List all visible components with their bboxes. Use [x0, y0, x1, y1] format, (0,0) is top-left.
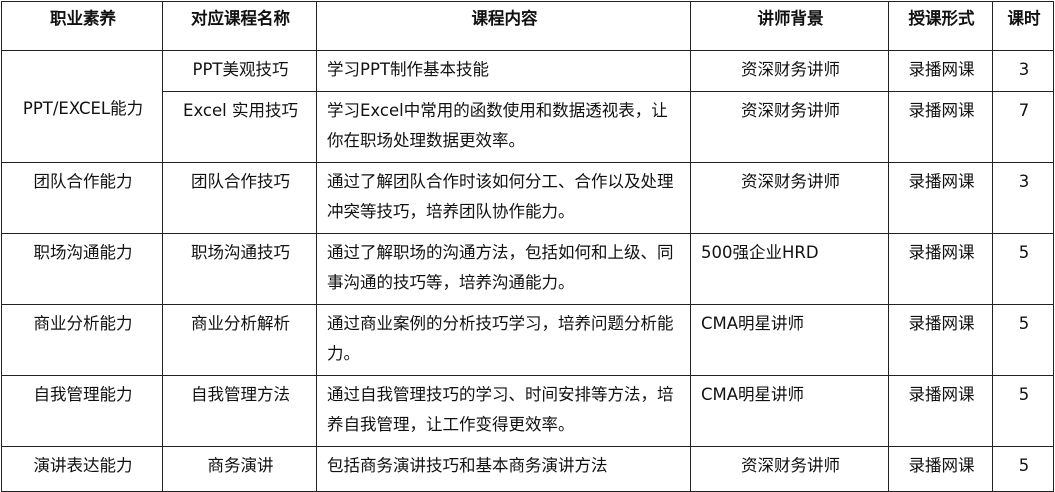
format-cell: 录播网课 [888, 304, 993, 376]
table-row: 商业分析能力 商业分析解析 通过商业案例的分析技巧学习，培养问题分析能力。 CM… [1, 304, 1054, 376]
header-course: 对应课程名称 [162, 1, 317, 51]
course-cell: 职场沟通技巧 [162, 233, 317, 305]
competency-cell: 演讲表达能力 [1, 446, 163, 492]
hours-cell: 5 [992, 446, 1054, 492]
course-cell: 商业分析解析 [162, 304, 317, 376]
header-format: 授课形式 [888, 1, 993, 51]
hours-cell: 3 [992, 162, 1054, 234]
content-cell: 通过了解职场的沟通方法，包括如何和上级、同事沟通的技巧等，培养沟通能力。 [316, 233, 691, 305]
instructor-cell: 资深财务讲师 [690, 446, 889, 492]
course-cell: Excel 实用技巧 [162, 91, 317, 163]
course-cell: PPT美观技巧 [162, 50, 317, 92]
hours-cell: 3 [992, 50, 1054, 92]
format-cell: 录播网课 [888, 233, 993, 305]
course-cell: 团队合作技巧 [162, 162, 317, 234]
table-row: Excel 实用技巧 学习Excel中常用的函数使用和数据透视表，让你在职场处理… [2, 91, 1054, 163]
header-hours: 课时 [992, 1, 1054, 51]
hours-cell: 5 [992, 375, 1054, 447]
table-header-row: 职业素养 对应课程名称 课程内容 讲师背景 授课形式 课时 [1, 1, 1054, 51]
instructor-cell: CMA明星讲师 [690, 304, 889, 376]
instructor-cell: 资深财务讲师 [690, 162, 889, 234]
hours-cell: 7 [992, 91, 1054, 163]
format-cell: 录播网课 [888, 162, 993, 234]
competency-cell: 自我管理能力 [1, 375, 163, 447]
competency-cell: 商业分析能力 [1, 304, 163, 376]
table-row: 演讲表达能力 商务演讲 包括商务演讲技巧和基本商务演讲方法 资深财务讲师 录播网… [1, 446, 1054, 492]
content-cell: 通过商业案例的分析技巧学习，培养问题分析能力。 [316, 304, 691, 376]
content-cell: 通过了解团队合作时该如何分工、合作以及处理冲突等技巧，培养团队协作能力。 [316, 162, 691, 234]
format-cell: 录播网课 [888, 375, 993, 447]
header-content: 课程内容 [316, 1, 691, 51]
hours-cell: 5 [992, 233, 1054, 305]
header-competency: 职业素养 [1, 1, 163, 51]
course-cell: 自我管理方法 [162, 375, 317, 447]
content-cell: 包括商务演讲技巧和基本商务演讲方法 [316, 446, 691, 492]
content-cell: 学习Excel中常用的函数使用和数据透视表，让你在职场处理数据更效率。 [316, 91, 691, 163]
course-cell: 商务演讲 [162, 446, 317, 492]
format-cell: 录播网课 [888, 446, 993, 492]
hours-cell: 5 [992, 304, 1054, 376]
competency-cell: 职场沟通能力 [1, 233, 163, 305]
content-cell: 学习PPT制作基本技能 [316, 50, 691, 92]
competency-cell: PPT/EXCEL能力 [1, 50, 163, 163]
header-instructor: 讲师背景 [690, 1, 889, 51]
instructor-cell: 资深财务讲师 [690, 50, 889, 92]
table-row: 团队合作能力 团队合作技巧 通过了解团队合作时该如何分工、合作以及处理冲突等技巧… [1, 162, 1054, 234]
table-row: 自我管理能力 自我管理方法 通过自我管理技巧的学习、时间安排等方法，培养自我管理… [1, 375, 1054, 447]
content-cell: 通过自我管理技巧的学习、时间安排等方法，培养自我管理，让工作变得更效率。 [316, 375, 691, 447]
instructor-cell: 500强企业HRD [690, 233, 889, 305]
competency-cell: 团队合作能力 [1, 162, 163, 234]
format-cell: 录播网课 [888, 91, 993, 163]
format-cell: 录播网课 [888, 50, 993, 92]
table-row: 职场沟通能力 职场沟通技巧 通过了解职场的沟通方法，包括如何和上级、同事沟通的技… [1, 233, 1054, 305]
table-row: PPT/EXCEL能力 PPT美观技巧 学习PPT制作基本技能 资深财务讲师 录… [1, 50, 1054, 163]
instructor-cell: CMA明星讲师 [690, 375, 889, 447]
instructor-cell: 资深财务讲师 [690, 91, 889, 163]
